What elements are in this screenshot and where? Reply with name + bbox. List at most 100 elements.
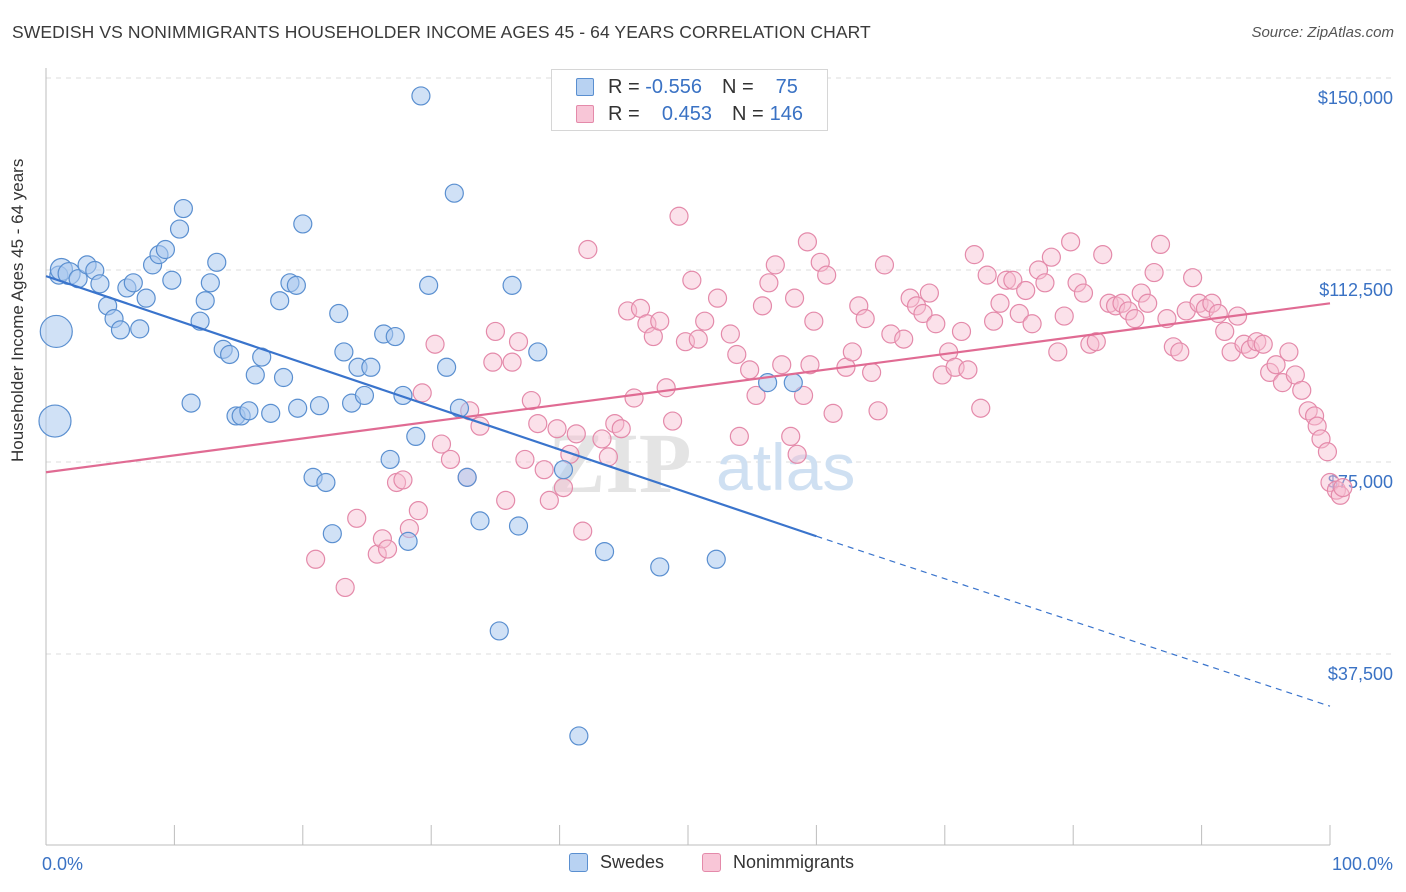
swedes-point <box>245 365 265 385</box>
swedes-point <box>123 273 143 293</box>
swedes-point <box>316 472 336 493</box>
nonimmigrants-point <box>1073 283 1094 303</box>
swedes-point <box>334 342 354 362</box>
nonimmigrants-point <box>1093 245 1113 265</box>
nonimmigrants-point <box>1035 273 1055 293</box>
nonimmigrants-point <box>707 288 728 308</box>
x-tick-label: 100.0% <box>1332 854 1393 874</box>
swedes-point <box>502 275 522 295</box>
nonimmigrants-point <box>740 360 760 380</box>
nonimmigrants-point <box>367 544 387 564</box>
swedes-point <box>393 385 413 406</box>
swedes-point <box>173 198 193 219</box>
nonimmigrants-point <box>485 321 505 342</box>
nonimmigrants-point <box>781 426 801 446</box>
series-legend-swedes: Swedes <box>569 852 664 873</box>
nonimmigrants-point <box>624 388 644 408</box>
nonimmigrants-point <box>688 329 708 349</box>
swedes-trendline <box>45 275 817 538</box>
nonimmigrants-point <box>894 329 914 349</box>
chart-title: SWEDISH VS NONIMMIGRANTS HOUSEHOLDER INC… <box>12 22 871 42</box>
watermark-atlas: atlas <box>716 430 855 504</box>
nonimmigrants-point <box>1260 362 1280 382</box>
nonimmigrants-point <box>393 470 413 490</box>
swedes-point <box>220 344 240 365</box>
nonimmigrants-point <box>862 362 882 382</box>
nonimmigrants-point <box>1163 337 1183 357</box>
nonimmigrants-point <box>440 449 461 470</box>
swedes-legend-label: Swedes <box>600 852 665 872</box>
nonimmigrants-point <box>573 521 593 541</box>
nonimmigrants-point <box>720 324 740 344</box>
y-tick-label: $37,500 <box>1328 664 1393 684</box>
nonimmigrants-point <box>926 314 946 334</box>
swedes-point <box>419 275 439 295</box>
x-tick-label: 0.0% <box>42 854 83 874</box>
nonimmigrants-swatch <box>576 105 594 123</box>
nonimmigrants-n-label: N = <box>731 102 764 125</box>
nonimmigrants-point <box>1061 232 1081 252</box>
nonimmigrants-point <box>746 385 766 406</box>
nonimmigrants-point <box>823 403 843 423</box>
nonimmigrants-point <box>983 311 1004 331</box>
swedes-point <box>130 319 150 339</box>
y-tick-label: $150,000 <box>1318 88 1393 108</box>
nonimmigrants-r-value: 0.453 <box>661 102 712 125</box>
swedes-point <box>508 516 529 536</box>
swedes-point <box>322 524 342 544</box>
nonimmigrants-point <box>605 414 625 434</box>
nonimmigrants-point <box>1266 355 1286 375</box>
nonimmigrants-point <box>804 311 824 331</box>
nonimmigrants-point <box>1112 293 1132 313</box>
swedes-point <box>90 274 110 294</box>
swedes-point <box>110 320 131 340</box>
nonimmigrants-point <box>1041 247 1061 267</box>
nonimmigrants-point <box>377 539 398 559</box>
swedes-point <box>207 252 227 272</box>
nonimmigrants-point <box>682 270 702 290</box>
swedes-point <box>286 275 306 295</box>
nonimmigrants-point <box>1215 321 1235 342</box>
swedes-point <box>650 557 670 577</box>
nonimmigrants-trendline <box>45 302 1331 474</box>
nonimmigrants-point <box>1253 334 1273 354</box>
nonimmigrants-point <box>919 283 939 303</box>
swedes-point <box>195 291 215 311</box>
nonimmigrants-point <box>1183 268 1203 288</box>
series-legend-nonimmigrants: Nonimmigrants <box>702 852 854 873</box>
nonimmigrants-point <box>971 398 991 418</box>
swedes-point <box>380 449 400 470</box>
swedes-r-label: R = <box>608 75 640 98</box>
nonimmigrants-point <box>868 401 888 421</box>
nonimmigrants-point <box>958 360 978 380</box>
nonimmigrants-point <box>1150 234 1171 254</box>
nonimmigrants-point <box>425 334 445 354</box>
nonimmigrants-point <box>611 419 631 439</box>
nonimmigrants-point <box>547 419 567 439</box>
nonimmigrants-point <box>727 344 747 365</box>
swedes-point <box>136 288 156 308</box>
nonimmigrants-point <box>881 324 901 344</box>
nonimmigrants-point <box>656 378 676 398</box>
nonimmigrants-point <box>1317 442 1338 462</box>
nonimmigrants-point <box>1202 293 1222 313</box>
swedes-point <box>457 467 477 487</box>
swedes-legend-swatch <box>569 853 588 872</box>
swedes-point <box>411 86 431 106</box>
nonimmigrants-point <box>335 577 355 598</box>
nonimmigrants-legend-label: Nonimmigrants <box>733 852 855 872</box>
nonimmigrants-point <box>1048 342 1068 362</box>
swedes-point <box>38 404 72 438</box>
nonimmigrants-point <box>1022 314 1042 334</box>
nonimmigrants-point <box>1086 332 1106 352</box>
swedes-trendline-extension <box>816 535 1331 707</box>
swedes-point <box>329 303 349 324</box>
nonimmigrants-point <box>521 390 541 411</box>
nonimmigrants-point <box>787 444 807 464</box>
nonimmigrants-point <box>772 355 792 375</box>
swedes-point <box>239 401 259 421</box>
nonimmigrants-point <box>695 311 715 331</box>
nonimmigrants-point <box>412 383 432 403</box>
nonimmigrants-point <box>662 411 683 431</box>
swedes-point <box>200 273 220 293</box>
